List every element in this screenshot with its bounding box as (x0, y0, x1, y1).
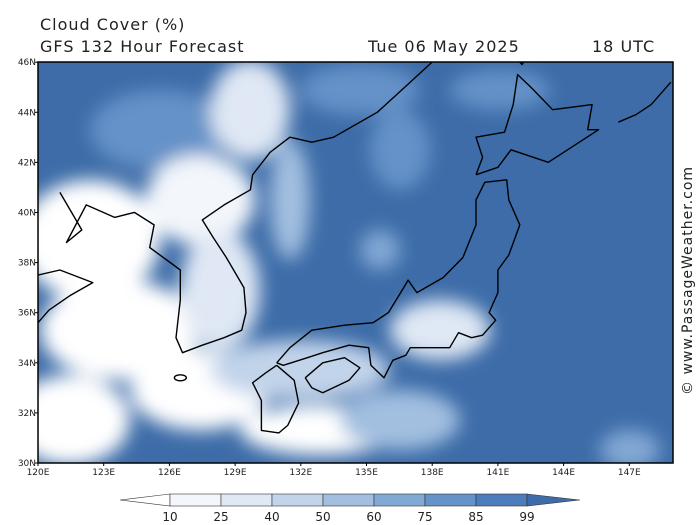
lat-label: 46N (18, 58, 36, 68)
lat-label: 38N (18, 259, 36, 269)
coastline (304, 357, 361, 394)
lon-label: 135E (355, 468, 378, 478)
lon-label: 147E (618, 468, 641, 478)
title: Cloud Cover (%) (40, 15, 185, 34)
lon-label: 120E (27, 468, 50, 478)
lon-label: 132E (289, 468, 312, 478)
coastline (38, 269, 94, 324)
colorbar-low (119, 493, 171, 507)
colorbar-label: 25 (213, 510, 228, 524)
colorbar-label: 10 (162, 510, 177, 524)
coastline (251, 364, 300, 434)
colorbar-label: 85 (468, 510, 483, 524)
colorbar-segment (271, 493, 324, 507)
map-area (38, 62, 673, 463)
coastline (276, 179, 521, 379)
cloud-field (38, 62, 660, 463)
lat-label: 32N (18, 409, 36, 419)
lon-label: 129E (224, 468, 247, 478)
subtitle: GFS 132 Hour Forecast (40, 37, 245, 56)
colorbar-label: 60 (366, 510, 381, 524)
coastline (618, 81, 672, 123)
colorbar-segment (169, 493, 222, 507)
colorbar: 10 25 40 50 60 75 85 99 (119, 493, 581, 524)
lat-label: 40N (18, 209, 36, 219)
lat-label: 36N (18, 309, 36, 319)
lon-label: 141E (486, 468, 509, 478)
lon-label: 138E (421, 468, 444, 478)
island (173, 374, 188, 382)
time: 18 UTC (592, 37, 655, 56)
colorbar-segment (373, 493, 426, 507)
credit: © www.PassageWeather.com (680, 166, 696, 395)
lat-label: 30N (18, 459, 36, 469)
lat-label: 34N (18, 359, 36, 369)
colorbar-label: 99 (519, 510, 534, 524)
coastline (475, 73, 600, 176)
lon-label: 123E (92, 468, 115, 478)
colorbar-segment (424, 493, 477, 507)
colorbar-segment (220, 493, 273, 507)
colorbar-label: 75 (417, 510, 432, 524)
lon-label: 144E (552, 468, 575, 478)
colorbar-label: 40 (264, 510, 279, 524)
colorbar-label: 50 (315, 510, 330, 524)
lat-label: 42N (18, 158, 36, 168)
colorbar-segment (475, 493, 528, 507)
lat-label: 44N (18, 108, 36, 118)
coastlines (38, 62, 672, 434)
colorbar-segment (322, 493, 375, 507)
colorbar-high (526, 493, 581, 507)
coastline (518, 62, 525, 66)
date: Tue 06 May 2025 (367, 37, 520, 56)
lon-label: 126E (158, 468, 181, 478)
coastline (59, 62, 434, 354)
